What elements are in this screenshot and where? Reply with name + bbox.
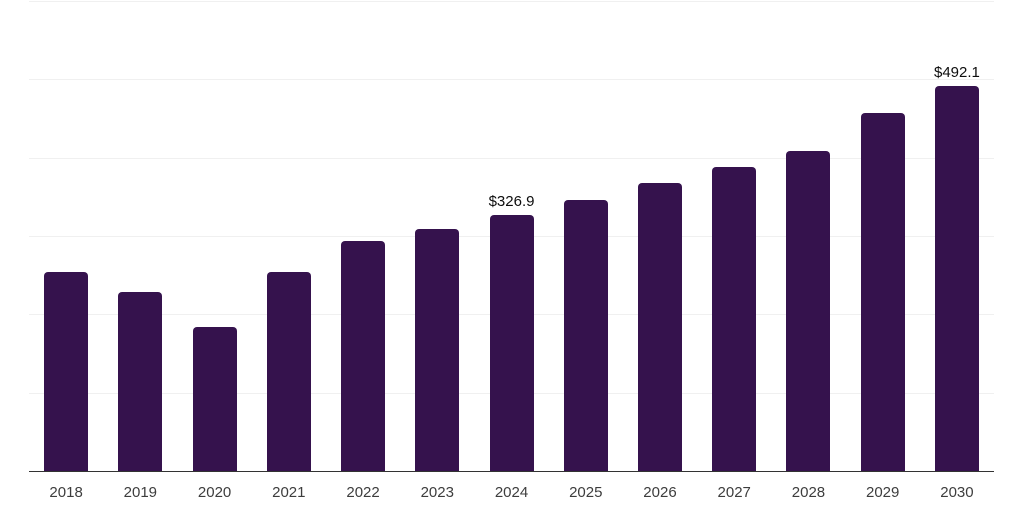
x-tick-2018: 2018 xyxy=(49,484,83,501)
bar-2024 xyxy=(489,214,534,471)
plot-area: $326.9 $492.1 xyxy=(29,1,994,472)
bar-slot-2027 xyxy=(697,1,771,471)
x-tick-2029: 2029 xyxy=(866,484,900,501)
x-tick-2022: 2022 xyxy=(346,484,380,501)
bar-slot-2022 xyxy=(326,1,400,471)
bar-slot-2026 xyxy=(623,1,697,471)
x-tick-2027: 2027 xyxy=(717,484,751,501)
bar-slot-2020 xyxy=(177,1,251,471)
x-tick-2024: 2024 xyxy=(494,484,529,501)
bar-slot-2029 xyxy=(846,1,920,471)
bar-slot-2030: $492.1 xyxy=(920,1,994,471)
bar-slot-2025 xyxy=(549,1,623,471)
gridline-600 xyxy=(29,1,994,2)
value-label-2024: $326.9 xyxy=(488,192,535,210)
bars-container: $326.9 $492.1 xyxy=(29,1,994,471)
bar-2025 xyxy=(563,199,608,471)
bar-2030 xyxy=(934,85,979,471)
bar-2023 xyxy=(415,229,460,471)
value-label-2030: $492.1 xyxy=(933,63,980,81)
x-tick-2028: 2028 xyxy=(791,484,826,501)
bar-slot-2019 xyxy=(103,1,177,471)
bar-slot-2028 xyxy=(771,1,845,471)
bar-2028 xyxy=(786,150,831,471)
bar-2020 xyxy=(192,327,237,471)
x-tick-2026: 2026 xyxy=(643,484,677,501)
x-tick-2021: 2021 xyxy=(272,484,306,501)
bar-2022 xyxy=(341,240,386,471)
bar-slot-2024: $326.9 xyxy=(474,1,548,471)
x-tick-2030: 2030 xyxy=(940,484,974,501)
bar-2029 xyxy=(860,112,905,471)
bar-slot-2023 xyxy=(400,1,474,471)
x-tick-2023: 2023 xyxy=(420,484,454,501)
x-tick-2025: 2025 xyxy=(569,484,603,501)
bar-2019 xyxy=(118,291,163,471)
x-axis: 2018 2019 2020 2021 2022 2023 2024 2025 2026 2027… xyxy=(29,484,994,502)
bar-2026 xyxy=(637,182,682,471)
x-tick-2019: 2019 xyxy=(123,484,158,501)
bar-2021 xyxy=(266,271,311,471)
gridline-500 xyxy=(29,79,994,81)
bar-slot-2018 xyxy=(29,1,103,471)
bar-2018 xyxy=(44,271,89,471)
x-tick-2020: 2020 xyxy=(197,484,232,501)
bar-slot-2021 xyxy=(252,1,326,471)
bar-2027 xyxy=(712,166,757,471)
gridline-400 xyxy=(29,157,994,159)
